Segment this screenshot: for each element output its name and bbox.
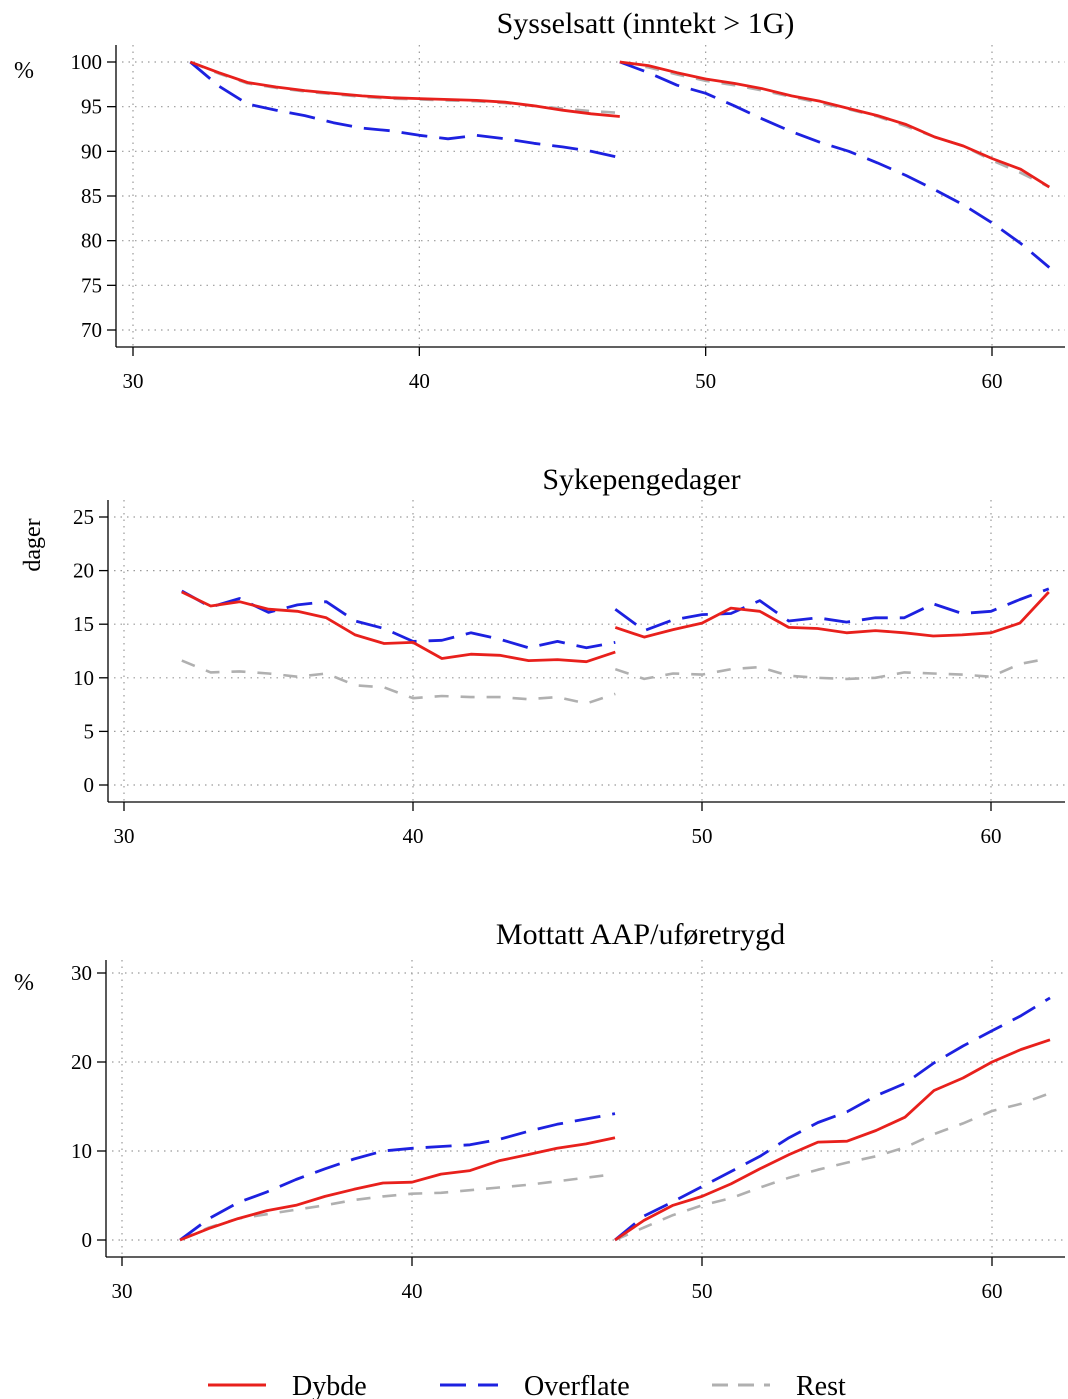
series-line-rest-seg2	[614, 1091, 1051, 1242]
y-tick-label: 80	[81, 229, 102, 253]
x-tick-label: 60	[981, 824, 1002, 848]
series-line-dybde-seg2	[614, 1038, 1051, 1242]
y-tick-label: 95	[81, 95, 102, 119]
series-line-dybde-seg1	[189, 60, 620, 118]
series-line-rest-seg2	[614, 657, 1050, 681]
y-tick-label: 20	[71, 1050, 92, 1074]
chart-title: Mottatt AAP/uføretrygd	[496, 918, 785, 951]
x-tick-label: 30	[123, 369, 144, 393]
y-tick-label: 10	[71, 1139, 92, 1163]
legend-label-dybde: Dybde	[292, 1371, 367, 1399]
chart-title: Sysselsatt (inntekt > 1G)	[497, 7, 795, 40]
series-line-overflate-seg2	[619, 60, 1051, 269]
series-line-rest-seg2	[619, 60, 1050, 189]
series-line-rest-seg1	[179, 1172, 616, 1242]
y-tick-label: 0	[82, 1228, 93, 1252]
series-line-overflate-seg2	[614, 587, 1050, 632]
y-tick-label: 10	[73, 666, 94, 690]
y-tick-label: 20	[73, 559, 94, 583]
x-tick-label: 40	[409, 369, 430, 393]
series-line-overflate-seg2	[614, 996, 1051, 1242]
chart-panels: Sysselsatt (inntekt > 1G)% 70 75 80 85 90 95 10…	[14, 7, 1065, 1303]
chart-panel-3: Mottatt AAP/uføretrygd% 0 10 20 30 30 40 50 60	[14, 918, 1065, 1303]
series-line-dybde-seg1	[179, 1136, 616, 1242]
series-line-overflate-seg1	[189, 60, 621, 159]
x-tick-label: 60	[982, 369, 1003, 393]
y-tick-label: 90	[81, 139, 102, 163]
y-tick-label: 0	[84, 773, 95, 797]
x-tick-label: 50	[692, 1279, 713, 1303]
chart-panel-2: Sykepengedager dager 0 5 10 15 20 25 30 40 50 60	[20, 463, 1065, 848]
series-line-rest-seg1	[181, 659, 616, 705]
chart-panel-1: Sysselsatt (inntekt > 1G)% 70 75 80 85 90 95 10…	[14, 7, 1065, 393]
series-line-overflate-seg1	[179, 1112, 616, 1242]
x-tick-label: 30	[114, 824, 135, 848]
series-line-dybde-seg2	[619, 60, 1051, 189]
x-tick-label: 50	[692, 824, 713, 848]
y-tick-label: 25	[73, 505, 94, 529]
x-tick-label: 50	[695, 369, 716, 393]
y-axis-label: %	[14, 970, 34, 996]
y-tick-label: 5	[84, 719, 95, 743]
legend-label-rest: Rest	[796, 1371, 846, 1399]
legend-label-overflate: Overflate	[524, 1371, 630, 1399]
x-tick-label: 30	[112, 1279, 133, 1303]
y-tick-label: 75	[81, 273, 102, 297]
y-tick-label: 30	[71, 961, 92, 985]
y-tick-label: 100	[71, 50, 103, 74]
y-tick-label: 15	[73, 612, 94, 636]
series-line-dybde-seg1	[181, 590, 616, 664]
y-tick-label: 70	[81, 318, 102, 342]
x-tick-label: 40	[402, 1279, 423, 1303]
y-tick-label: 85	[81, 184, 102, 208]
series-line-overflate-seg1	[181, 589, 616, 650]
y-axis-label: dager	[20, 518, 46, 571]
x-tick-label: 40	[403, 824, 424, 848]
legend: Dybde Overflate Rest	[208, 1371, 846, 1399]
x-tick-label: 60	[982, 1279, 1003, 1303]
chart-title: Sykepengedager	[542, 463, 740, 496]
y-axis-label: %	[14, 58, 34, 84]
series-line-dybde-seg2	[614, 591, 1050, 639]
